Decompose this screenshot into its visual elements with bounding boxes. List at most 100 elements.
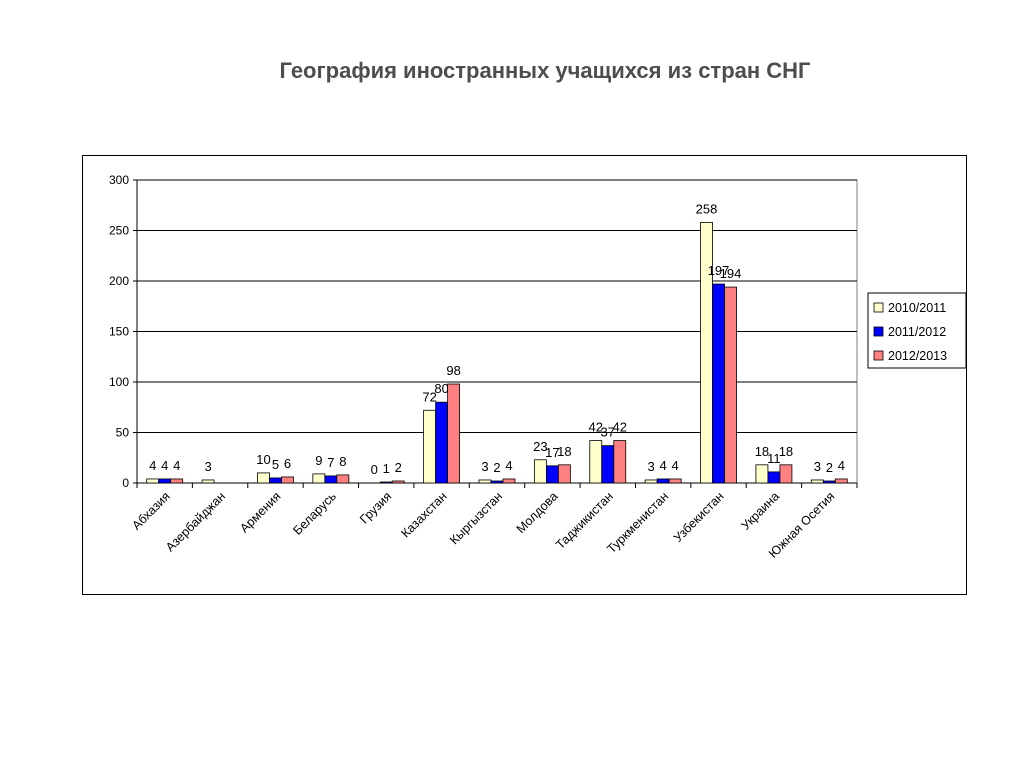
y-tick-label: 300 (109, 173, 129, 187)
bar (257, 472, 270, 484)
data-label: 4 (838, 458, 845, 473)
data-label: 98 (446, 363, 460, 378)
data-label: 197 (708, 263, 730, 278)
x-category-label: Абхазия (129, 489, 172, 532)
bar (779, 464, 793, 484)
data-label: 3 (814, 459, 821, 474)
legend-label: 2012/2013 (888, 349, 947, 363)
data-label: 2 (493, 460, 500, 475)
bar (724, 286, 737, 484)
data-label: 6 (284, 456, 291, 471)
data-label: 11 (767, 451, 781, 466)
data-label: 4 (173, 458, 180, 473)
data-label: 3 (204, 459, 211, 474)
data-label: 4 (660, 458, 667, 473)
x-category-label: Беларусь (290, 489, 339, 538)
data-label: 4 (149, 458, 156, 473)
data-label: 7 (327, 455, 334, 470)
y-tick-label: 200 (109, 274, 129, 288)
x-category-label: Грузия (357, 489, 394, 526)
data-label: 9 (315, 453, 322, 468)
data-label: 10 (256, 452, 270, 467)
bar (545, 465, 559, 484)
bar (478, 479, 492, 484)
legend-swatch (873, 350, 884, 361)
data-label: 0 (371, 462, 378, 477)
bar (700, 222, 713, 484)
data-label: 2 (826, 460, 833, 475)
x-category-label: Кыргызстан (447, 489, 505, 547)
x-category-label: Казахстан (398, 489, 449, 540)
bar (435, 401, 449, 484)
bar (668, 478, 682, 484)
data-label: 37 (601, 425, 615, 440)
bar (502, 478, 516, 484)
data-label: 3 (648, 459, 655, 474)
data-label: 42 (589, 420, 603, 435)
bar (146, 478, 160, 484)
bar (644, 479, 658, 484)
y-tick-label: 250 (109, 224, 129, 238)
bar (447, 383, 461, 484)
data-label: 258 (696, 201, 718, 216)
bar (158, 478, 172, 484)
legend-label: 2010/2011 (888, 301, 946, 315)
legend-swatch (873, 326, 884, 337)
chart-frame: 0 50 100 150 200 250 300 4 4 4 Абхазия 3 Азербайджан… (82, 155, 967, 595)
data-label: 194 (720, 266, 742, 281)
bar (557, 464, 571, 484)
x-category-label: Таджикистан (553, 489, 616, 552)
bar (201, 479, 215, 484)
bar (656, 478, 670, 484)
data-label: 80 (434, 381, 448, 396)
bar (312, 473, 326, 484)
bar (712, 283, 725, 484)
bar (170, 478, 184, 484)
bar (379, 481, 393, 484)
x-category-label: Украина (738, 489, 782, 533)
data-label: 42 (613, 420, 627, 435)
bar (423, 409, 437, 484)
data-label: 4 (672, 458, 679, 473)
bar (391, 480, 405, 484)
bar (767, 471, 781, 484)
bar (533, 459, 547, 484)
data-label: 1 (383, 461, 390, 476)
data-label: 5 (272, 457, 279, 472)
bar (336, 474, 350, 484)
x-category-label: Армения (237, 489, 283, 535)
bar (613, 440, 627, 484)
x-category-label: Узбекистан (671, 489, 727, 545)
data-label: 4 (505, 458, 512, 473)
data-label: 2 (395, 460, 402, 475)
data-label: 17 (545, 445, 559, 460)
bar (281, 476, 294, 484)
data-label: 3 (481, 459, 488, 474)
data-label: 18 (557, 444, 571, 459)
bar (834, 478, 848, 484)
y-tick-label: 100 (109, 375, 129, 389)
x-category-label: Молдова (514, 489, 561, 536)
data-label: 18 (779, 444, 793, 459)
bar (269, 477, 282, 484)
slide-title: География иностранных учащихся из стран … (279, 58, 811, 83)
y-tick-label: 0 (122, 476, 129, 490)
bar (755, 464, 769, 484)
legend-swatch (873, 302, 884, 313)
bar (601, 445, 615, 484)
data-label: 72 (422, 389, 436, 404)
legend (867, 292, 967, 369)
bar (822, 480, 836, 484)
bar (490, 480, 504, 484)
y-tick-label: 150 (109, 325, 129, 339)
data-label: 23 (533, 439, 547, 454)
data-label: 18 (755, 444, 769, 459)
bar (589, 440, 603, 484)
bar (810, 479, 824, 484)
data-label: 8 (339, 454, 346, 469)
legend-label: 2011/2012 (888, 325, 946, 339)
bar (324, 475, 338, 484)
y-tick-label: 50 (116, 426, 130, 440)
x-category-label: Азербайджан (163, 489, 228, 554)
